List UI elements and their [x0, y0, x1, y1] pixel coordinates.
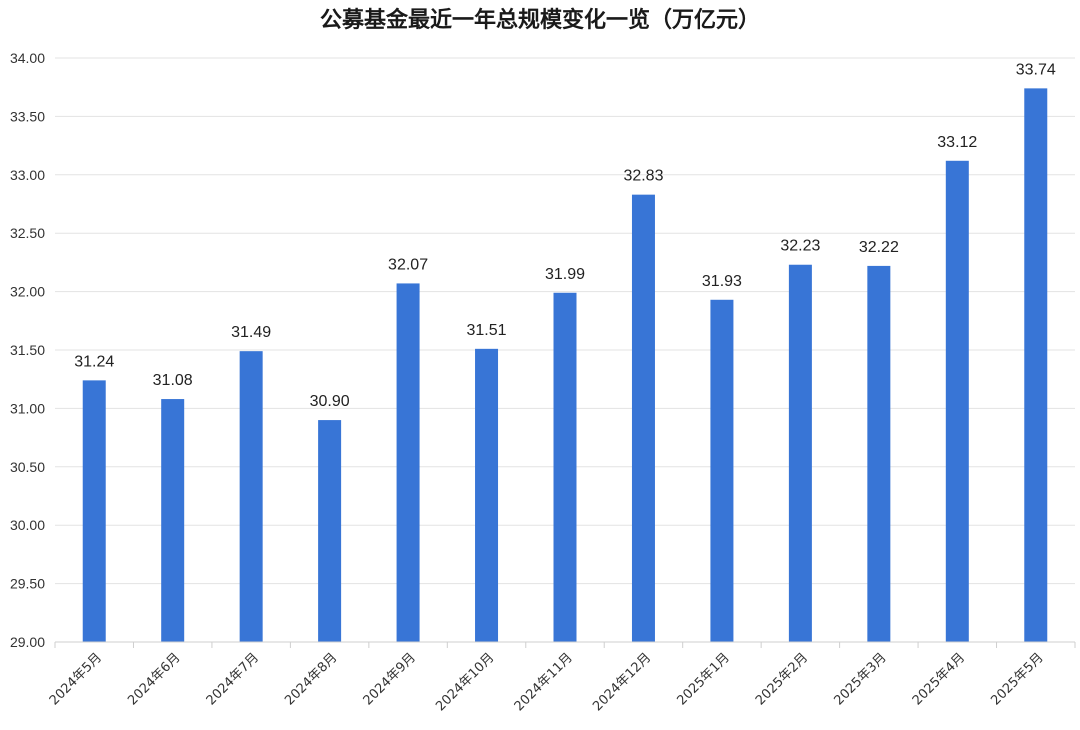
bar-value-label: 32.07	[388, 256, 428, 273]
bar-value-label: 31.49	[231, 324, 271, 341]
bar	[161, 399, 185, 642]
x-tick-label: 2024年12月	[590, 650, 654, 714]
x-axis-tick-labels: 2024年5月 2024年6月 2024年7月 2024年8月 2024年9月 2024年…	[47, 650, 1047, 714]
value-labels: 31.24 31.08 31.49 30.90 32.07 31.51 31.99 32.83…	[74, 61, 1056, 410]
bar-value-label: 32.23	[780, 238, 820, 255]
bar-value-label: 31.93	[702, 273, 742, 290]
x-axis	[54, 641, 1076, 648]
x-tick-label: 2025年5月	[988, 650, 1046, 708]
y-tick-label: 30.00	[10, 517, 45, 533]
y-tick-label: 33.50	[10, 108, 45, 124]
chart-title: 公募基金最近一年总规模变化一览（万亿元）	[320, 7, 760, 33]
bar-value-label: 32.83	[623, 168, 663, 185]
bar-value-label: 31.99	[545, 266, 585, 283]
bar	[318, 420, 342, 642]
y-tick-label: 32.50	[10, 225, 45, 241]
bar	[475, 348, 499, 642]
y-tick-label: 32.00	[10, 284, 45, 300]
x-tick-label: 2025年4月	[910, 650, 968, 708]
bar-value-label: 31.24	[74, 353, 114, 370]
x-tick-label: 2025年2月	[753, 650, 811, 708]
bar	[867, 265, 891, 642]
x-tick-label: 2024年9月	[361, 650, 419, 708]
y-tick-label: 29.00	[10, 634, 45, 650]
bar-value-label: 33.12	[937, 134, 977, 151]
x-tick-label: 2024年8月	[282, 650, 340, 708]
bar-value-label: 30.90	[310, 393, 350, 410]
bar	[1024, 88, 1048, 643]
y-tick-label: 31.50	[10, 342, 45, 358]
bar	[631, 194, 655, 642]
bar	[239, 351, 263, 642]
bar	[553, 292, 577, 642]
x-tick-label: 2025年1月	[675, 650, 733, 708]
x-tick-label: 2025年3月	[831, 650, 889, 708]
y-tick-label: 31.00	[10, 400, 45, 416]
y-tick-label: 30.50	[10, 459, 45, 475]
y-axis-tick-labels: 29.00 29.50 30.00 30.50 31.00 31.50 32.00 32.50…	[10, 50, 45, 650]
bar	[945, 160, 969, 642]
x-tick-label: 2024年10月	[433, 650, 497, 714]
x-tick-label: 2024年5月	[47, 650, 105, 708]
bar	[82, 380, 106, 642]
bar-value-label: 33.74	[1016, 61, 1056, 78]
x-tick-label: 2024年11月	[512, 650, 576, 714]
bar-series	[82, 88, 1048, 643]
bar	[396, 283, 420, 642]
bar-value-label: 32.22	[859, 239, 899, 256]
bar	[788, 264, 812, 642]
bar-value-label: 31.08	[153, 372, 193, 389]
y-tick-label: 29.50	[10, 576, 45, 592]
y-tick-label: 33.00	[10, 167, 45, 183]
x-tick-label: 2024年6月	[125, 650, 183, 708]
bar	[710, 299, 734, 642]
x-tick-label: 2024年7月	[204, 650, 262, 708]
y-tick-label: 34.00	[10, 50, 45, 66]
bar-value-label: 31.51	[467, 322, 507, 339]
